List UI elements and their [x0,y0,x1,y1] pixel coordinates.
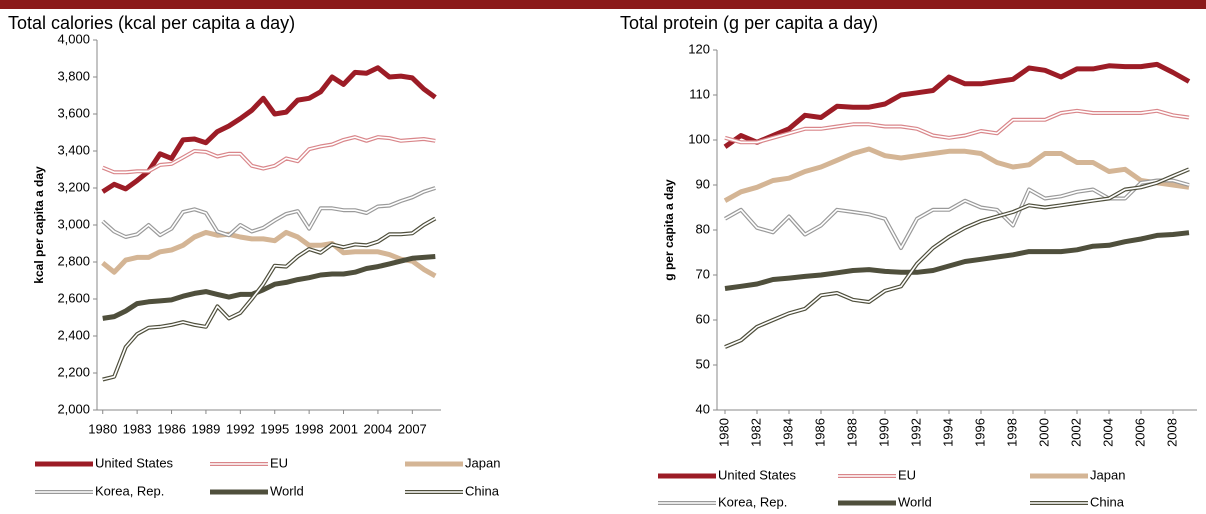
legend-label: World [270,483,304,498]
header-bar [0,0,1206,9]
y-tick-label: 120 [688,41,710,56]
x-tick-label: 2008 [1164,418,1179,447]
x-tick-label: 1992 [226,421,255,436]
x-tick-label: 1988 [844,418,859,447]
legend-label: EU [270,455,288,470]
y-axis-label: g per capita a day [662,179,676,281]
x-tick-label: 1998 [1004,418,1019,447]
x-tick-label: 2007 [398,421,427,436]
series-line-core [724,168,1190,348]
y-tick-label: 3,200 [57,179,90,194]
legend-label: China [465,483,500,498]
x-tick-label: 1980 [716,418,731,447]
series-line-core [724,110,1190,144]
legend-label: Korea, Rep. [718,494,787,509]
series-line [724,230,1190,291]
y-tick-label: 50 [696,356,710,371]
series-line [723,61,1191,149]
x-tick-label: 2001 [329,421,358,436]
legend-label: United States [718,467,797,482]
y-tick-label: 3,400 [57,142,90,157]
y-tick-label: 90 [696,176,710,191]
legend-label: Japan [1090,467,1125,482]
x-tick-label: 1995 [260,421,289,436]
x-tick-label: 2000 [1036,418,1051,447]
x-tick-label: 1983 [123,421,152,436]
legend-label: World [898,494,932,509]
legend-label: Korea, Rep. [95,483,164,498]
x-tick-label: 1992 [908,418,923,447]
x-tick-label: 2004 [363,421,392,436]
legend-label: Japan [465,455,500,470]
x-tick-label: 1994 [940,418,955,447]
y-tick-label: 60 [696,311,710,326]
x-tick-label: 1998 [295,421,324,436]
y-tick-label: 40 [696,401,710,416]
series-line [101,65,437,194]
x-tick-label: 1984 [780,418,795,447]
y-tick-label: 4,000 [57,31,90,46]
y-tick-label: 3,600 [57,105,90,120]
series-line [101,186,436,239]
y-axis-label: kcal per capita a day [32,166,46,284]
series-line [102,254,436,321]
chart-title: Total calories (kcal per capita a day) [8,13,295,33]
x-tick-label: 1990 [876,418,891,447]
x-tick-label: 2002 [1068,418,1083,447]
series-line [101,229,437,279]
x-tick-label: 1982 [748,418,763,447]
y-tick-label: 2,600 [57,290,90,305]
y-tick-label: 80 [696,221,710,236]
x-tick-label: 2004 [1100,418,1115,447]
x-tick-label: 1980 [88,421,117,436]
x-tick-label: 1996 [972,418,987,447]
series-line-core [102,217,436,381]
y-tick-label: 3,000 [57,216,90,231]
x-tick-label: 1986 [157,421,186,436]
y-tick-label: 2,200 [57,364,90,379]
x-tick-label: 2006 [1132,418,1147,447]
series-line [724,167,1190,349]
series-line-core [102,136,436,174]
series-line [723,146,1190,203]
x-tick-label: 1989 [191,421,220,436]
y-tick-label: 110 [689,86,710,101]
x-tick-label: 1986 [812,418,827,447]
y-tick-label: 70 [696,266,710,281]
y-tick-label: 100 [688,131,710,146]
y-tick-label: 3,800 [57,68,90,83]
y-tick-label: 2,800 [57,253,90,268]
y-tick-label: 2,400 [57,327,90,342]
legend-label: China [1090,494,1125,509]
legend-label: United States [95,455,174,470]
legend-label: EU [898,467,916,482]
series-line-core [102,187,436,238]
chart-title: Total protein (g per capita a day) [620,13,878,33]
y-tick-label: 2,000 [57,401,90,416]
